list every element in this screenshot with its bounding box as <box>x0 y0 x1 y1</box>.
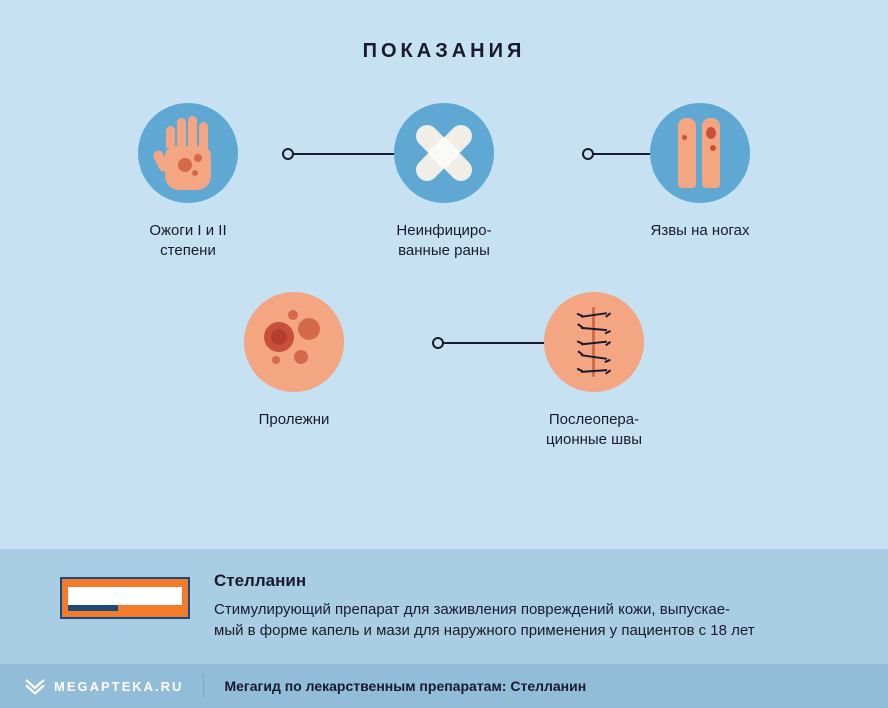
product-bar: Стелланин Стимулирующий препарат для заж… <box>0 549 888 665</box>
indication-label: Послеопера-ционные швы <box>546 410 642 451</box>
indication-item: Язвы на ногах <box>632 103 768 241</box>
brand-logo: MEGAPTEKA.RU <box>24 675 183 697</box>
bedsore-icon <box>244 292 344 392</box>
suture-icon <box>544 292 644 392</box>
footer-text: Мегагид по лекарственным препаратам: Сте… <box>224 678 586 694</box>
megapteka-icon <box>24 675 46 697</box>
page-title: ПОКАЗАНИЯ <box>60 40 828 63</box>
indication-item: Послеопера-ционные швы <box>504 292 684 451</box>
product-text: Стелланин Стимулирующий препарат для заж… <box>214 571 828 643</box>
indications-row-1: Ожоги I и IIстепени Неинфициро-ванные ра… <box>60 103 828 262</box>
indications-row-2: Пролежни Послеопера-ционные швы <box>60 292 828 451</box>
footer-bar: MEGAPTEKA.RU Мегагид по лекарственным пр… <box>0 664 888 708</box>
indication-label: Ожоги I и IIстепени <box>149 221 226 262</box>
bandage-icon <box>394 103 494 203</box>
brand-name: MEGAPTEKA.RU <box>54 679 183 694</box>
product-description: Стимулирующий препарат для заживления по… <box>214 599 828 643</box>
indication-label: Язвы на ногах <box>650 221 749 241</box>
indication-label: Пролежни <box>259 410 330 430</box>
indication-item: Пролежни <box>204 292 384 430</box>
indication-item: Неинфициро-ванные раны <box>376 103 512 262</box>
product-box-image <box>60 577 190 619</box>
hand-burn-icon <box>138 103 238 203</box>
legs-ulcer-icon <box>650 103 750 203</box>
product-name: Стелланин <box>214 571 828 591</box>
indication-label: Неинфициро-ванные раны <box>396 221 491 262</box>
indication-item: Ожоги I и IIстепени <box>120 103 256 262</box>
footer-divider <box>203 674 204 698</box>
main-content: ПОКАЗАНИЯ Ожоги I и IIстепени Неинфициро… <box>0 0 888 500</box>
